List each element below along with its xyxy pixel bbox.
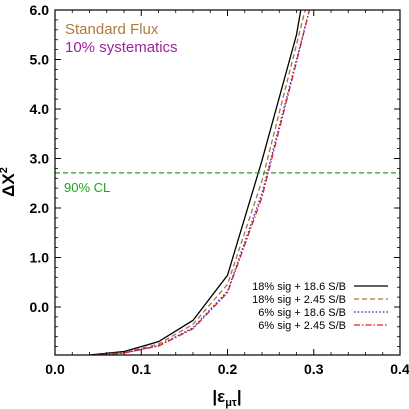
series-line-3 [83,10,311,355]
y-tick-label: 6.0 [30,2,50,18]
y-tick-label: 5.0 [30,51,50,67]
x-tick-label: 0.4 [390,361,409,377]
x-tick-label: 0.1 [132,361,152,377]
legend-label: 6% sig + 18.6 S/B [258,307,346,319]
y-tick-label: 2.0 [30,200,50,216]
y-tick-label: 0.0 [30,299,50,315]
series-line-1 [74,10,302,355]
x-tick-label: 0.0 [45,361,65,377]
y-tick-label: 3.0 [30,150,50,166]
y-tick-label: 4.0 [30,101,50,117]
y-tick-label: 1.0 [30,249,50,265]
series-line-2 [83,10,306,355]
x-axis-label: |εμτ| [212,387,241,409]
x-tick-label: 0.2 [218,361,238,377]
axis-ticks-group: 0.0 0.1 0.2 0.3 0.4 0.0 1.0 2.0 3.0 4.0 5.0 6.0 [30,2,409,377]
legend: 18% sig + 18.6 S/B18% sig + 2.45 S/B6% s… [252,281,388,332]
x-tick-label: 0.3 [304,361,324,377]
annotation-90cl: 90% CL [64,180,110,195]
legend-label: 18% sig + 2.45 S/B [252,294,346,306]
legend-label: 6% sig + 2.45 S/B [258,320,346,332]
y-axis-label: ΔX2 [0,167,18,197]
annotation-systematics: 10% systematics [65,39,178,56]
annotation-standard-flux: Standard Flux [65,21,159,38]
legend-label: 18% sig + 18.6 S/B [252,281,346,293]
